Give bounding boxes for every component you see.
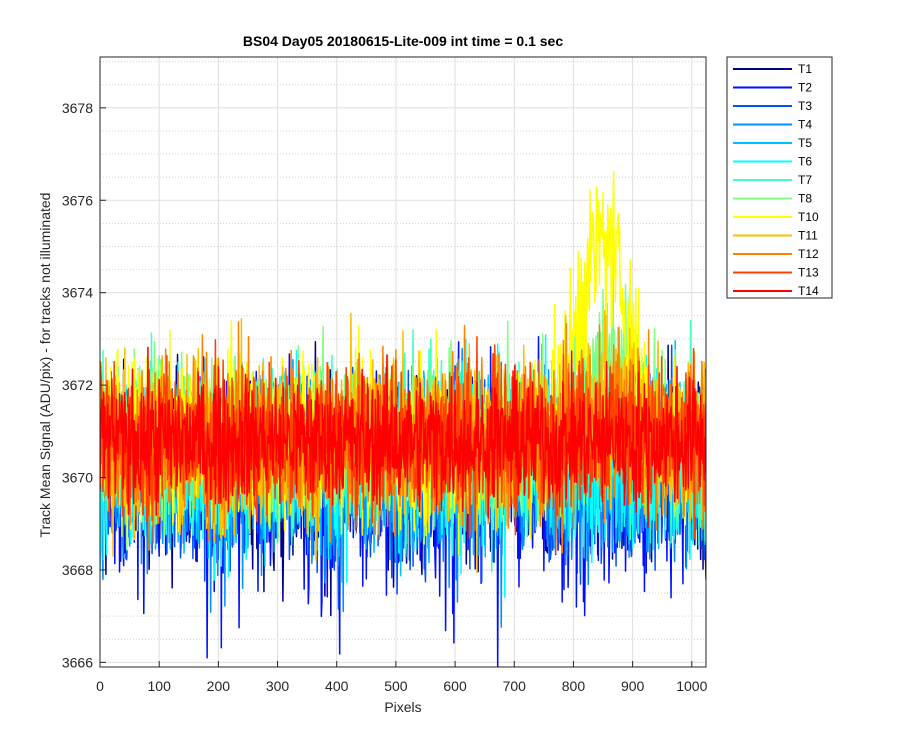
series-line-t14 <box>100 346 706 529</box>
y-axis-title: Track Mean Signal (ADU/pix) - for tracks… <box>37 193 53 538</box>
legend-label-t11: T11 <box>798 229 818 243</box>
chart-title: BS04 Day05 20180615-Lite-009 int time = … <box>243 33 563 49</box>
legend-label-t10: T10 <box>798 210 819 224</box>
y-tick-label: 3678 <box>62 100 93 116</box>
y-tick-label: 3670 <box>62 470 93 486</box>
legend-label-t12: T12 <box>798 247 819 261</box>
series-group <box>100 170 706 667</box>
y-tick-label: 3676 <box>62 192 93 208</box>
legend-box <box>726 56 833 299</box>
legend-label-t7: T7 <box>798 173 812 187</box>
legend-label-t5: T5 <box>798 136 812 150</box>
y-tick-label: 3668 <box>62 562 93 578</box>
legend-label-t14: T14 <box>798 284 819 298</box>
x-axis-title: Pixels <box>384 699 421 715</box>
x-tick-label: 0 <box>96 678 104 694</box>
legend-label-t4: T4 <box>798 118 812 132</box>
x-tick-label: 800 <box>562 678 586 694</box>
legend-label-t6: T6 <box>798 155 812 169</box>
legend-label-t3: T3 <box>798 99 812 113</box>
legend-label-t13: T13 <box>798 266 819 280</box>
x-tick-label: 200 <box>207 678 231 694</box>
x-tick-label: 500 <box>384 678 408 694</box>
x-tick-label: 100 <box>148 678 172 694</box>
x-tick-label: 400 <box>325 678 349 694</box>
legend: T1 T2 T3 T4 T5 T6 T7 T8 T10 T11 T12 T13 T14 <box>726 56 833 299</box>
plot-frame <box>99 56 707 668</box>
x-tick-label: 300 <box>266 678 290 694</box>
y-tick-label: 3672 <box>62 377 93 393</box>
y-tick-label: 3666 <box>62 654 93 670</box>
legend-label-t2: T2 <box>798 81 812 95</box>
x-tick-label: 700 <box>503 678 527 694</box>
x-tick-label: 900 <box>621 678 645 694</box>
x-tick-label: 600 <box>443 678 467 694</box>
x-tick-label: 1000 <box>676 678 707 694</box>
y-tick-label: 3674 <box>62 285 93 301</box>
legend-label-t1: T1 <box>798 62 812 76</box>
legend-label-t8: T8 <box>798 192 812 206</box>
ticks: 0 100 200 300 400 500 600 700 800 900 1000 3666 3668… <box>62 100 708 694</box>
